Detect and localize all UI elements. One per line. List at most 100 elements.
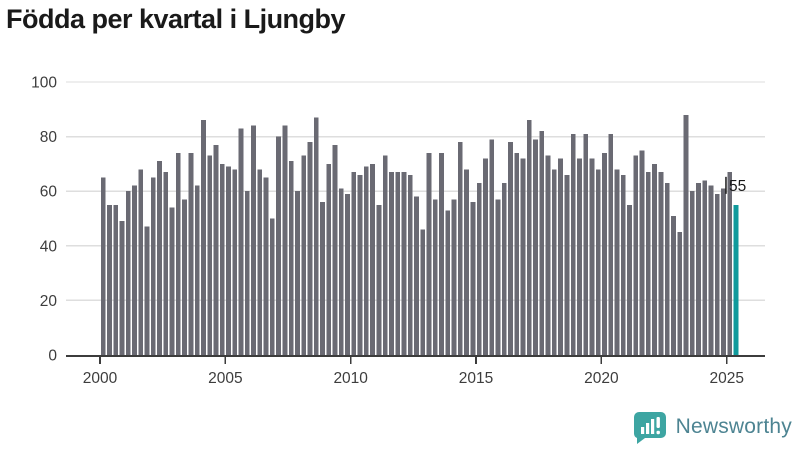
bar	[144, 226, 150, 355]
y-axis-tick-label: 40	[40, 238, 58, 255]
bar	[288, 161, 294, 355]
bar	[639, 150, 645, 355]
bar	[107, 204, 112, 355]
bar	[301, 155, 307, 355]
bar	[338, 188, 344, 355]
bar	[702, 180, 708, 355]
bar	[113, 204, 119, 355]
bar	[407, 174, 413, 355]
bar	[276, 136, 281, 355]
bar	[714, 193, 720, 355]
bar	[677, 232, 683, 355]
bar	[332, 144, 338, 355]
bar	[119, 221, 125, 355]
bar-chart-exclamation-icon	[633, 412, 666, 444]
bar	[489, 139, 495, 355]
bar	[169, 207, 175, 355]
bar	[150, 177, 156, 355]
bar	[495, 199, 501, 355]
bar	[219, 163, 225, 355]
bar	[357, 174, 363, 355]
bar	[539, 131, 545, 355]
bar	[257, 169, 263, 355]
bar	[251, 125, 256, 356]
bar	[439, 152, 444, 355]
bar	[432, 199, 438, 355]
bar	[451, 199, 457, 355]
bar	[658, 172, 664, 355]
bar	[620, 174, 626, 355]
x-axis-tick-label: 2010	[333, 370, 368, 387]
bar	[457, 142, 463, 355]
bar	[401, 172, 407, 355]
brand-name: Newsworthy	[675, 415, 792, 438]
y-axis-tick-label: 80	[40, 129, 58, 146]
bar	[464, 169, 470, 355]
newsworthy-logo: Newsworthy	[630, 408, 792, 446]
bar	[558, 158, 564, 355]
bar	[345, 193, 350, 355]
bar	[138, 169, 144, 355]
bar	[182, 199, 187, 355]
bar	[583, 133, 589, 355]
bar	[721, 188, 726, 355]
bar	[414, 196, 419, 355]
bar	[664, 183, 670, 355]
x-axis-tick-label: 2020	[584, 370, 619, 387]
bar	[545, 155, 551, 355]
bar	[501, 183, 507, 355]
bar	[689, 191, 695, 355]
bar	[727, 172, 733, 355]
bar	[589, 158, 595, 355]
bar	[213, 144, 219, 355]
bar	[595, 169, 601, 355]
x-axis-tick-label: 2005	[208, 370, 242, 387]
x-axis-tick-label: 2000	[83, 370, 118, 387]
value-label: 55	[729, 178, 746, 195]
bar	[100, 177, 106, 355]
bar	[526, 120, 532, 355]
bar	[633, 155, 639, 355]
bar	[201, 120, 206, 355]
bar	[244, 191, 250, 355]
bar	[614, 169, 620, 355]
bar	[508, 142, 513, 355]
bar	[282, 125, 288, 356]
bar	[188, 152, 194, 355]
bar	[370, 163, 375, 355]
bar	[420, 229, 426, 355]
bar	[326, 163, 332, 355]
bar	[627, 204, 632, 355]
bar	[602, 152, 607, 355]
bar	[313, 117, 319, 356]
bar	[577, 158, 582, 355]
y-axis-tick-label: 0	[48, 348, 57, 365]
highlighted-bar	[733, 204, 739, 355]
y-axis-tick-label: 20	[40, 293, 58, 310]
bar	[389, 172, 394, 355]
bar	[696, 183, 701, 355]
chart-title: Födda per kvartal i Ljungby	[6, 4, 346, 34]
bar	[263, 177, 269, 355]
bar	[395, 172, 401, 355]
bar	[363, 166, 369, 355]
bar	[708, 185, 714, 355]
bar	[320, 202, 325, 355]
bar	[226, 166, 231, 355]
bar	[132, 185, 137, 355]
bar	[683, 114, 689, 355]
bar	[238, 128, 244, 355]
x-axis-tick-label: 2025	[709, 370, 743, 387]
bar	[570, 133, 576, 355]
bar	[376, 204, 382, 355]
bar	[426, 152, 432, 355]
bar	[476, 183, 482, 355]
bar	[175, 152, 181, 355]
bar	[652, 163, 658, 355]
bar	[382, 155, 388, 355]
bar	[514, 152, 520, 355]
bar	[445, 210, 451, 355]
bar	[269, 218, 275, 355]
